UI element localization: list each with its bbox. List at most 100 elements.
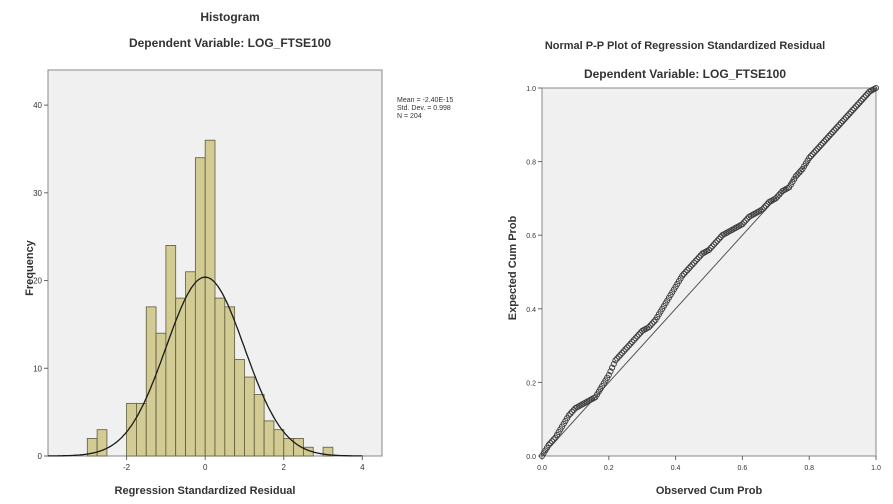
pp-point [856,99,863,106]
histogram-bar [322,446,334,457]
histogram-y-tick-label: 20 [33,277,42,286]
pp-point [774,193,781,200]
pp-point [759,206,766,213]
pp-point [841,116,848,123]
histogram-stats: Mean = -2.40E-15 Std. Dev. = 0.998 N = 2… [397,97,453,121]
pp-y-tick-label: 0.8 [526,160,536,167]
pp-point [684,267,691,274]
pp-point [690,259,698,266]
pp-point [814,145,821,152]
pp-point [776,191,783,198]
pp-point [826,132,833,139]
pp-point [857,97,865,104]
pp-point [705,246,713,253]
pp-x-tick-label: 0.0 [537,465,547,472]
histogram-y-tick-label: 0 [38,452,43,461]
pp-point [741,219,748,226]
histogram-bar [185,271,196,457]
pp-plot-panel: Normal P-P Plot of Regression Standardiz… [470,0,893,504]
pp-point [609,364,616,371]
pp-point [846,110,853,117]
histogram-bar [244,376,255,457]
pp-y-tick-label: 0.6 [526,233,536,240]
pp-point [844,112,851,119]
pp-point [679,272,686,279]
pp-point [614,355,621,362]
pp-point [620,348,627,355]
pp-x-tick-label: 0.4 [671,465,681,472]
pp-point [548,438,556,445]
pp-point [687,263,694,270]
pp-plot-y-axis-label: Expected Cum Prob [507,215,519,321]
pp-point [811,149,818,156]
pp-point [832,125,839,132]
pp-point [645,324,652,331]
pp-plot-x-axis-label: Observed Cum Prob [655,485,763,497]
pp-point [809,151,816,158]
pp-point [685,265,693,272]
pp-y-tick-label: 0.0 [526,454,536,461]
pp-point [630,337,637,344]
normal-curve [48,276,363,457]
pp-point [852,103,860,110]
histogram-y-tick-label: 30 [33,189,42,198]
pp-point [634,333,641,340]
histogram-y-axis-label: Frequency [24,240,36,296]
pp-point [851,105,858,112]
pp-point [707,245,714,252]
pp-point [794,171,801,178]
pp-point [694,256,701,263]
histogram-bar [214,297,226,457]
pp-point [607,368,614,375]
pp-point [796,169,803,176]
pp-point [822,136,829,143]
pp-point [812,147,819,154]
pp-point [610,360,617,368]
pp-point [622,346,629,353]
pp-point [861,94,868,101]
histogram-bar [263,420,275,457]
histogram-y-tick-label: 40 [33,101,42,110]
pp-point [792,173,799,180]
pp-point [627,340,634,347]
pp-point [647,322,654,329]
pp-y-tick-label: 0.4 [526,307,536,314]
pp-point [710,241,718,248]
pp-point [839,118,846,125]
pp-point [872,84,880,92]
pp-point [615,353,622,360]
pp-point [547,440,554,447]
histogram-bar [234,359,245,457]
pp-point [854,101,861,108]
histogram-bar [253,394,265,457]
pp-point [862,92,870,99]
pp-point [565,412,572,419]
pp-x-tick-label: 1.0 [871,465,881,472]
pp-point [807,153,814,160]
pp-point [739,221,746,228]
pp-point [680,270,687,277]
pp-point [842,114,849,121]
pp-point [819,140,826,147]
pp-point [772,195,779,202]
pp-point [632,335,639,342]
pp-point [550,436,557,443]
pp-point [859,95,866,103]
pp-point [689,261,696,268]
histogram-x-tick-label: 2 [282,463,287,472]
histogram-bar [204,139,216,457]
pp-point [712,239,719,246]
pp-point [650,318,657,325]
pp-point [762,202,769,209]
histogram-panel: Histogram Dependent Variable: LOG_FTSE10… [24,10,453,497]
histogram-x-tick-label: 0 [203,463,208,472]
pp-point [625,342,632,349]
pp-point [761,204,768,211]
pp-point [821,138,828,145]
pp-point [816,143,823,150]
pp-point [834,123,841,130]
pp-point [635,331,642,338]
histogram-bar [273,429,285,457]
histogram-bar [145,306,157,457]
